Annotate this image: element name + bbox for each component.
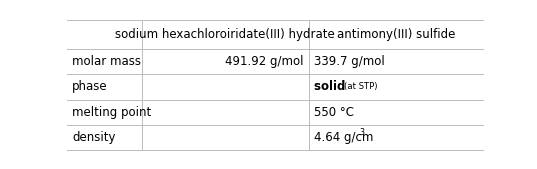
Text: sodium hexachloroiridate(III) hydrate: sodium hexachloroiridate(III) hydrate [115,28,335,41]
Text: 4.64 g/cm: 4.64 g/cm [314,131,373,144]
Text: (at STP): (at STP) [344,82,378,91]
Text: 3: 3 [359,128,365,137]
Text: antimony(III) sulfide: antimony(III) sulfide [337,28,455,41]
Text: density: density [72,131,115,144]
Text: phase: phase [72,80,108,93]
Text: 550 °C: 550 °C [314,106,353,119]
Text: solid: solid [314,80,353,93]
Text: molar mass: molar mass [72,55,141,68]
Text: melting point: melting point [72,106,151,119]
Text: 339.7 g/mol: 339.7 g/mol [314,55,384,68]
Text: 491.92 g/mol: 491.92 g/mol [225,55,303,68]
